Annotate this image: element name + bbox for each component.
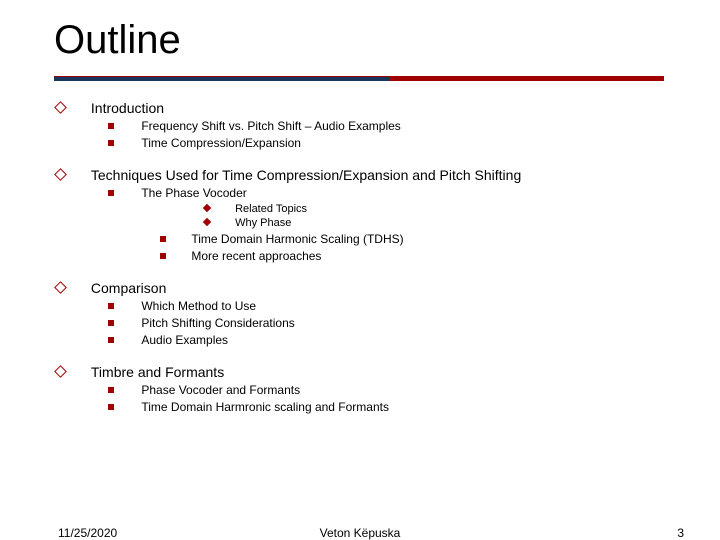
diamond-bullet-icon: [54, 281, 67, 294]
square-bullet-icon: [108, 320, 114, 326]
square-bullet-icon: [108, 404, 114, 410]
timbre-item: Phase Vocoder and Formants: [108, 383, 676, 397]
section-comparison: Comparison: [56, 280, 676, 296]
intro-item: Frequency Shift vs. Pitch Shift – Audio …: [108, 119, 676, 133]
item-label: Phase Vocoder and Formants: [141, 383, 300, 397]
timbre-item: Time Domain Harmronic scaling and Forman…: [108, 400, 676, 414]
diamond-bullet-icon: [54, 101, 67, 114]
diamond-solid-bullet-icon: [203, 204, 211, 212]
item-label: Time Domain Harmonic Scaling (TDHS): [191, 232, 403, 246]
diamond-bullet-icon: [54, 168, 67, 181]
section-label: Comparison: [91, 280, 166, 296]
section-timbre: Timbre and Formants: [56, 364, 676, 380]
phase-vocoder-sub: Why Phase: [204, 217, 676, 229]
title-rule: [54, 76, 664, 81]
square-bullet-icon: [108, 387, 114, 393]
square-bullet-icon: [160, 253, 166, 259]
rule-blue: [54, 77, 389, 81]
intro-item: Time Compression/Expansion: [108, 136, 676, 150]
diamond-bullet-icon: [54, 365, 67, 378]
item-label: More recent approaches: [191, 249, 321, 263]
slide: Outline Introduction Frequency Shift vs.…: [0, 0, 720, 540]
item-label: Time Compression/Expansion: [141, 136, 301, 150]
square-bullet-icon: [108, 303, 114, 309]
item-label: Which Method to Use: [141, 299, 256, 313]
techniques-item: More recent approaches: [160, 249, 676, 263]
comparison-item: Audio Examples: [108, 333, 676, 347]
section-introduction: Introduction: [56, 100, 676, 116]
square-bullet-icon: [108, 140, 114, 146]
item-label: Why Phase: [235, 217, 291, 229]
item-label: Pitch Shifting Considerations: [141, 316, 294, 330]
footer-page-number: 3: [677, 526, 684, 540]
comparison-item: Which Method to Use: [108, 299, 676, 313]
square-bullet-icon: [108, 337, 114, 343]
outline-content: Introduction Frequency Shift vs. Pitch S…: [56, 96, 676, 417]
slide-title: Outline: [54, 18, 181, 63]
item-label: Related Topics: [235, 203, 307, 215]
square-bullet-icon: [108, 123, 114, 129]
item-label: Audio Examples: [141, 333, 228, 347]
section-label: Timbre and Formants: [91, 364, 224, 380]
techniques-phase-vocoder: The Phase Vocoder: [108, 186, 676, 200]
diamond-solid-bullet-icon: [203, 218, 211, 226]
item-label: Frequency Shift vs. Pitch Shift – Audio …: [141, 119, 400, 133]
techniques-item: Time Domain Harmonic Scaling (TDHS): [160, 232, 676, 246]
comparison-item: Pitch Shifting Considerations: [108, 316, 676, 330]
phase-vocoder-sub: Related Topics: [204, 203, 676, 215]
section-techniques: Techniques Used for Time Compression/Exp…: [56, 167, 676, 183]
section-label: Introduction: [91, 100, 164, 116]
item-label: Time Domain Harmronic scaling and Forman…: [141, 400, 389, 414]
section-label: Techniques Used for Time Compression/Exp…: [91, 167, 521, 183]
footer-author: Veton Këpuska: [0, 526, 720, 540]
item-label: The Phase Vocoder: [141, 186, 246, 200]
square-bullet-icon: [108, 190, 114, 196]
square-bullet-icon: [160, 236, 166, 242]
